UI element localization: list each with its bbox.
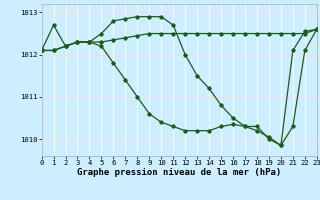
X-axis label: Graphe pression niveau de la mer (hPa): Graphe pression niveau de la mer (hPa) xyxy=(77,168,281,177)
